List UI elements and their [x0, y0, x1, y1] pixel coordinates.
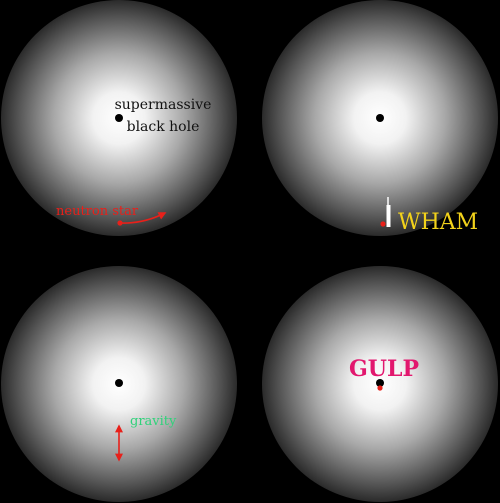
panel-3: gravity	[1, 266, 237, 502]
black-hole	[376, 114, 384, 122]
black-hole	[115, 114, 123, 122]
panel-2: WHAM	[262, 0, 498, 236]
black-hole-label-line2: black hole	[127, 119, 200, 135]
impact-label: WHAM	[398, 210, 478, 235]
neutron-star	[117, 220, 123, 226]
neutron-star	[380, 221, 386, 227]
black-hole-label-line1: supermassive	[115, 97, 212, 113]
neutron-star-label: neutron star	[56, 204, 139, 219]
panel-1: supermassive black hole neutron star	[1, 0, 237, 236]
panel-4: GULP	[262, 266, 498, 502]
neutron-star	[377, 385, 383, 391]
orbit-arrow	[119, 212, 167, 224]
gravity-label: gravity	[130, 414, 177, 429]
jet	[386, 205, 391, 227]
black-hole	[376, 379, 384, 387]
swallow-label: GULP	[349, 356, 419, 382]
black-hole	[115, 379, 123, 387]
